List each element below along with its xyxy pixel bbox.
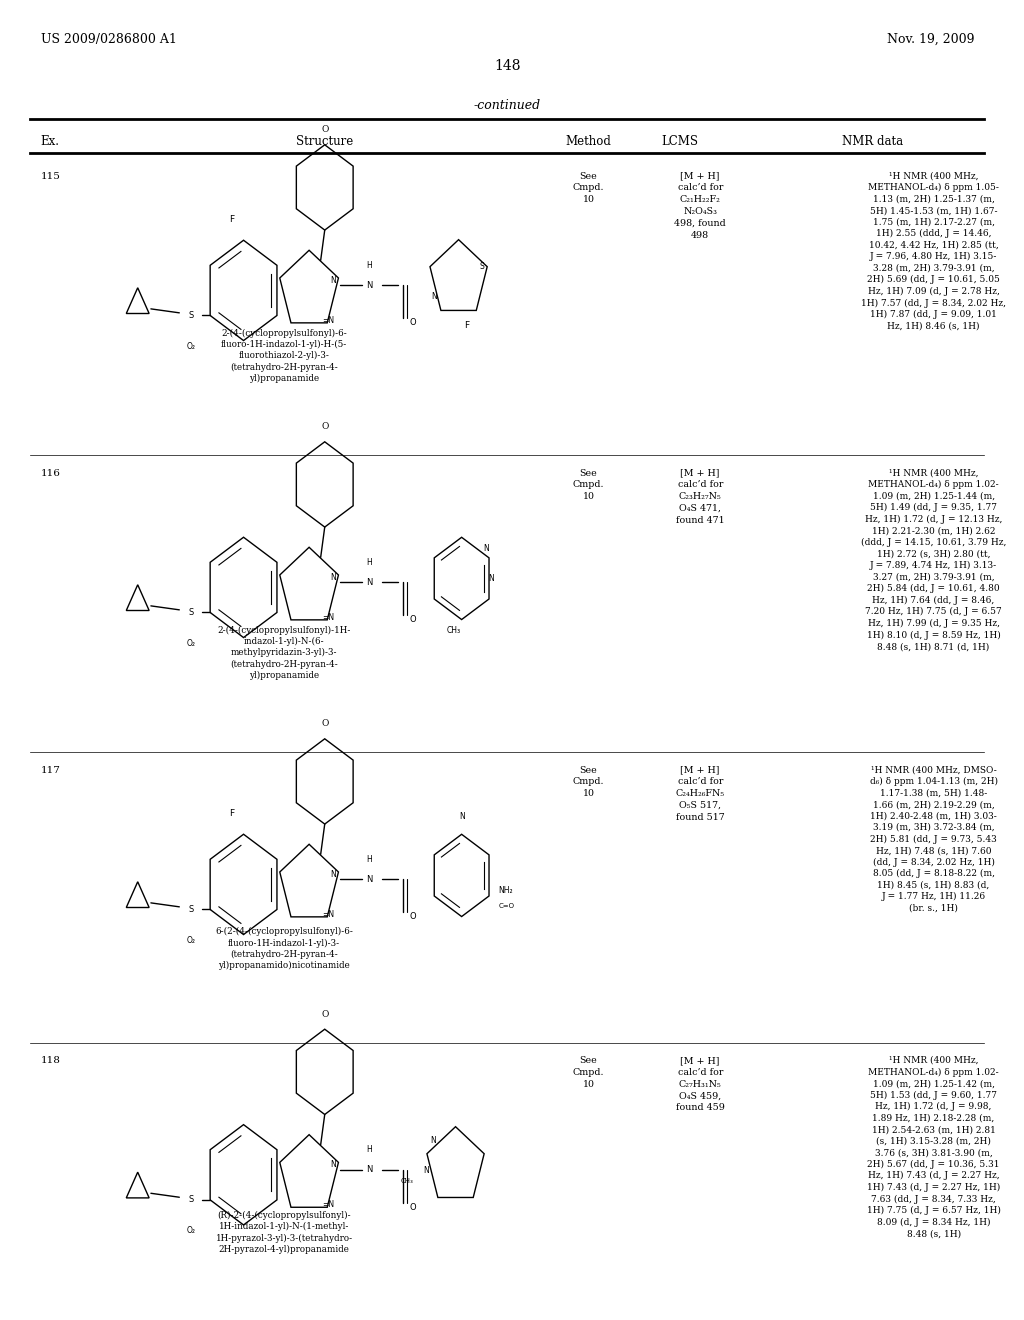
Text: [M + H]
calc’d for
C₂₁H₂₂F₂
N₂O₄S₃
498, found
498: [M + H] calc’d for C₂₁H₂₂F₂ N₂O₄S₃ 498, … [675, 172, 726, 240]
Text: O: O [322, 125, 329, 135]
Text: 2-(4-(cyclopropylsulfonyl)-6-
fluoro-1H-indazol-1-yl)-H-(5-
fluorothiazol-2-yl)-: 2-(4-(cyclopropylsulfonyl)-6- fluoro-1H-… [221, 329, 347, 383]
Text: =N: =N [323, 1200, 335, 1209]
Text: 148: 148 [495, 59, 520, 74]
Text: H: H [367, 260, 372, 269]
Text: O: O [322, 1010, 329, 1019]
Text: =N: =N [323, 909, 335, 919]
Text: CH₃: CH₃ [400, 1177, 413, 1184]
Text: S: S [188, 906, 195, 913]
Text: 117: 117 [41, 766, 60, 775]
Text: See
Cmpd.
10: See Cmpd. 10 [572, 766, 604, 799]
Text: =N: =N [323, 612, 335, 622]
Text: 118: 118 [41, 1056, 60, 1065]
Text: ¹H NMR (400 MHz, DMSO-
d₆) δ ppm 1.04-1.13 (m, 2H)
1.17-1.38 (m, 5H) 1.48-
1.66 : ¹H NMR (400 MHz, DMSO- d₆) δ ppm 1.04-1.… [869, 766, 997, 913]
Text: H: H [367, 1144, 372, 1154]
Text: N: N [331, 573, 336, 582]
Text: CH₃: CH₃ [446, 626, 461, 635]
Text: O: O [410, 318, 416, 327]
Text: F: F [464, 321, 469, 330]
Text: O: O [410, 615, 416, 624]
Text: Method: Method [565, 135, 611, 148]
Text: 115: 115 [41, 172, 60, 181]
Text: N: N [367, 1166, 373, 1175]
Text: N: N [432, 292, 437, 301]
Text: 6-(2-(4-(cyclopropylsulfonyl)-6-
fluoro-1H-indazol-1-yl)-3-
(tetrahydro-2H-pyran: 6-(2-(4-(cyclopropylsulfonyl)-6- fluoro-… [215, 927, 353, 970]
Text: See
Cmpd.
10: See Cmpd. 10 [572, 469, 604, 502]
Text: N: N [331, 276, 336, 285]
Text: US 2009/0286800 A1: US 2009/0286800 A1 [41, 33, 176, 46]
Text: S: S [188, 609, 195, 616]
Text: S: S [188, 312, 195, 319]
Text: ¹H NMR (400 MHz,
METHANOL-d₄) δ ppm 1.02-
1.09 (m, 2H) 1.25-1.44 (m,
5H) 1.49 (d: ¹H NMR (400 MHz, METHANOL-d₄) δ ppm 1.02… [861, 469, 1007, 651]
Text: N: N [423, 1167, 429, 1175]
Text: N: N [331, 1160, 336, 1170]
Text: 116: 116 [41, 469, 60, 478]
Text: O: O [410, 912, 416, 921]
Text: O₂: O₂ [187, 342, 196, 351]
Text: 2-(4-(cyclopropylsulfonyl)-1H-
indazol-1-yl)-N-(6-
methylpyridazin-3-yl)-3-
(tet: 2-(4-(cyclopropylsulfonyl)-1H- indazol-1… [217, 626, 351, 680]
Text: Structure: Structure [296, 135, 353, 148]
Text: ¹H NMR (400 MHz,
METHANOL-d₄) δ ppm 1.02-
1.09 (m, 2H) 1.25-1.42 (m,
5H) 1.53 (d: ¹H NMR (400 MHz, METHANOL-d₄) δ ppm 1.02… [866, 1056, 1000, 1238]
Text: H: H [367, 854, 372, 863]
Text: N: N [488, 574, 495, 583]
Text: Ex.: Ex. [41, 135, 59, 148]
Text: S: S [188, 1196, 195, 1204]
Text: H: H [367, 557, 372, 566]
Text: See
Cmpd.
10: See Cmpd. 10 [572, 1056, 604, 1089]
Text: N: N [430, 1137, 436, 1146]
Text: =N: =N [323, 315, 335, 325]
Text: ¹H NMR (400 MHz,
METHANOL-d₄) δ ppm 1.05-
1.13 (m, 2H) 1.25-1.37 (m,
5H) 1.45-1.: ¹H NMR (400 MHz, METHANOL-d₄) δ ppm 1.05… [861, 172, 1007, 330]
Text: -continued: -continued [474, 99, 541, 112]
Text: N: N [367, 281, 373, 290]
Text: F: F [229, 215, 234, 224]
Text: LCMS: LCMS [662, 135, 698, 148]
Text: O₂: O₂ [187, 936, 196, 945]
Text: NMR data: NMR data [842, 135, 903, 148]
Text: F: F [229, 809, 234, 818]
Text: N: N [483, 544, 488, 553]
Text: S: S [480, 261, 484, 271]
Text: N: N [459, 812, 465, 821]
Text: See
Cmpd.
10: See Cmpd. 10 [572, 172, 604, 205]
Text: Nov. 19, 2009: Nov. 19, 2009 [887, 33, 974, 46]
Text: N: N [331, 870, 336, 879]
Text: O: O [410, 1203, 416, 1212]
Text: N: N [367, 578, 373, 587]
Text: O₂: O₂ [187, 639, 196, 648]
Text: N: N [367, 875, 373, 884]
Text: O₂: O₂ [187, 1226, 196, 1236]
Text: (R)-2-(4-(cyclopropylsulfonyl)-
1H-indazol-1-yl)-N-(1-methyl-
1H-pyrazol-3-yl)-3: (R)-2-(4-(cyclopropylsulfonyl)- 1H-indaz… [216, 1210, 352, 1254]
Text: C=O: C=O [499, 903, 514, 908]
Text: NH₂: NH₂ [499, 886, 513, 895]
Text: [M + H]
calc’d for
C₂₄H₂₆FN₅
O₅S 517,
found 517: [M + H] calc’d for C₂₄H₂₆FN₅ O₅S 517, fo… [676, 766, 725, 822]
Text: [M + H]
calc’d for
C₂₇H₃₁N₅
O₄S 459,
found 459: [M + H] calc’d for C₂₇H₃₁N₅ O₄S 459, fou… [676, 1056, 725, 1113]
Text: O: O [322, 422, 329, 432]
Text: [M + H]
calc’d for
C₂₃H₂₇N₅
O₄S 471,
found 471: [M + H] calc’d for C₂₃H₂₇N₅ O₄S 471, fou… [676, 469, 725, 525]
Text: O: O [322, 719, 329, 729]
